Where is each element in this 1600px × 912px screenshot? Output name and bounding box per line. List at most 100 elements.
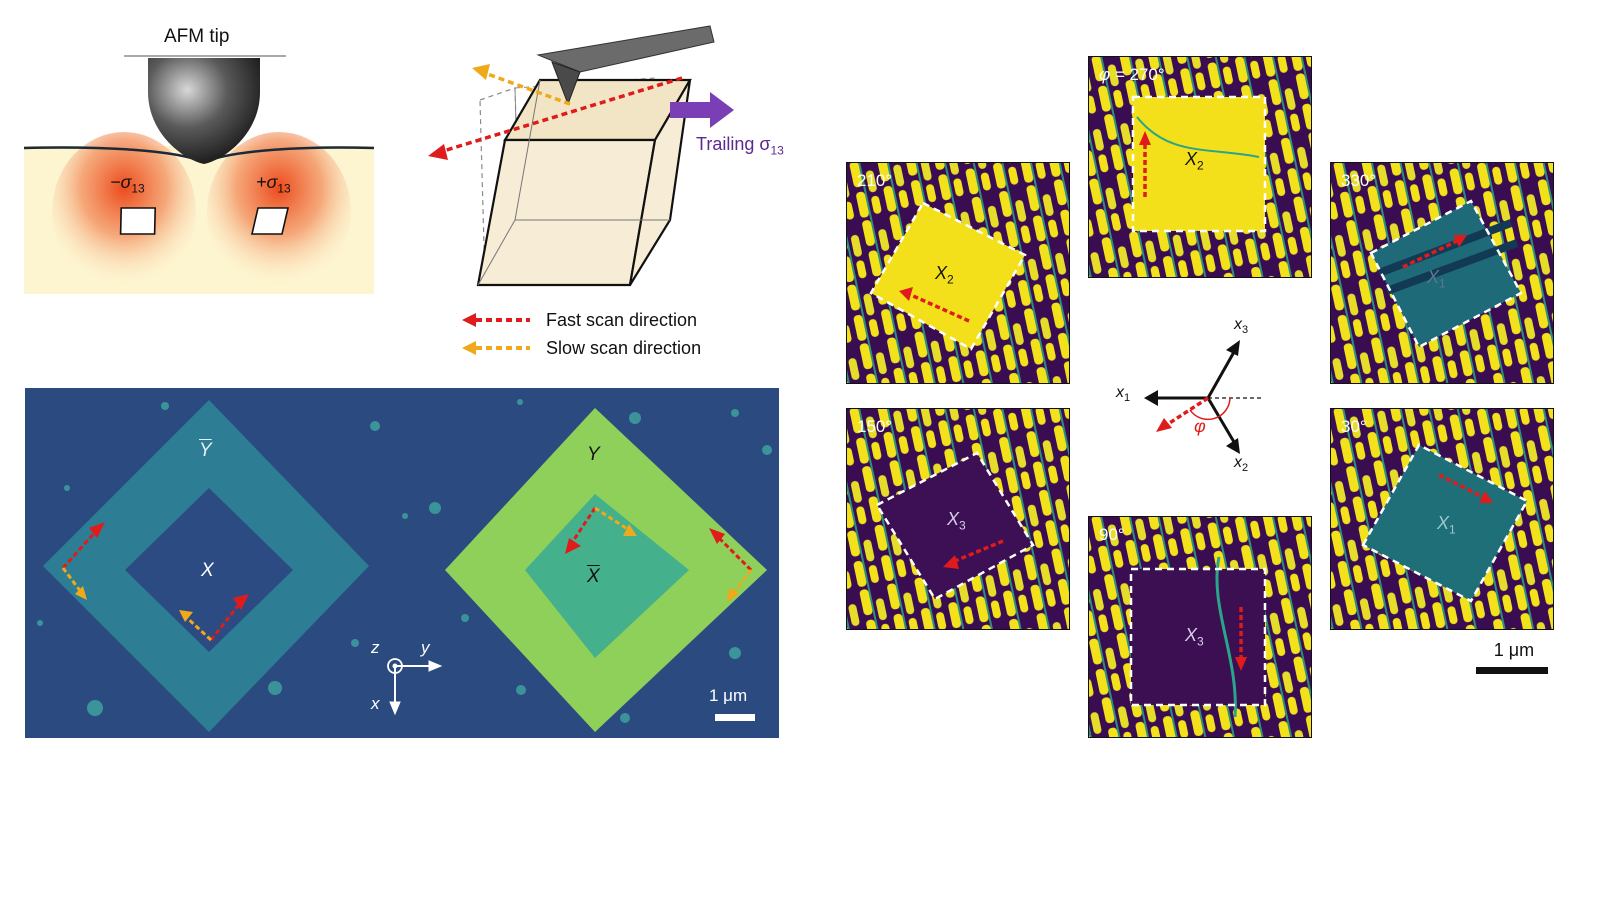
trailing-sigma-label: Trailing σ13 bbox=[696, 134, 784, 158]
minus-sigma-sub: 13 bbox=[131, 181, 145, 196]
tile-210-domain: X2 bbox=[935, 263, 954, 287]
tile-270-domain-sub: 2 bbox=[1197, 158, 1204, 173]
ybar-label: Y bbox=[199, 440, 212, 461]
tile-30-domain-text: X bbox=[1437, 513, 1450, 533]
tile-330-domain-text: X bbox=[1427, 267, 1440, 287]
axis-x3-label: x3 bbox=[1234, 316, 1248, 336]
tile-90: 90° X3 bbox=[1088, 516, 1312, 738]
scalebar-c bbox=[715, 714, 755, 721]
minus-sigma-label: −σ13 bbox=[110, 172, 145, 196]
legend-slow-swatch bbox=[462, 341, 530, 355]
trailing-text: Trailing σ bbox=[696, 134, 771, 154]
right-frame-arrows bbox=[709, 528, 753, 602]
tile-30-angle: 30° bbox=[1341, 417, 1367, 436]
tile-150-domain-text: X bbox=[947, 509, 960, 529]
xyz-axes bbox=[387, 658, 443, 716]
tile-30-image bbox=[1331, 409, 1553, 629]
tile-150: 150° X3 bbox=[846, 408, 1070, 630]
legend-slow: Slow scan direction bbox=[460, 334, 800, 362]
tile-330-image bbox=[1331, 163, 1553, 383]
tile-270: φ = 270° X2 bbox=[1088, 56, 1312, 278]
legend-fast-label: Fast scan direction bbox=[546, 309, 698, 330]
left-center-arrows bbox=[179, 594, 249, 642]
plus-sigma-sub: 13 bbox=[277, 181, 291, 196]
tile-30: 30° X1 bbox=[1330, 408, 1554, 630]
trailing-arrow bbox=[670, 92, 734, 128]
cantilever-tip bbox=[551, 61, 581, 106]
tile-30-domain: X1 bbox=[1437, 513, 1456, 537]
tile-150-domain: X3 bbox=[947, 509, 966, 533]
tile-270-phi: φ = bbox=[1099, 65, 1130, 84]
speckles bbox=[37, 399, 772, 723]
tile-270-domain-text: X bbox=[1185, 149, 1198, 169]
tile-330-domain: X1 bbox=[1427, 267, 1446, 291]
panel-a: AFM tip −σ13 +σ13 bbox=[24, 22, 376, 294]
tile-210: 210° X2 bbox=[846, 162, 1070, 384]
tile-330-angle: 330° bbox=[1341, 171, 1377, 190]
fast-scan-line bbox=[439, 76, 683, 154]
axis-x-label: x bbox=[371, 694, 380, 713]
afm-tip-shape bbox=[148, 58, 260, 164]
tile-150-angle: 150° bbox=[857, 417, 893, 436]
scalebar-d: 1 μm bbox=[1476, 640, 1552, 680]
tile-90-image bbox=[1089, 517, 1311, 737]
axis-x1-label: x1 bbox=[1116, 384, 1130, 404]
plus-sigma-label: +σ13 bbox=[256, 172, 291, 196]
plus-unit-cell bbox=[250, 207, 290, 235]
axis-x3-text: x bbox=[1234, 316, 1242, 333]
tile-330: 330° X1 bbox=[1330, 162, 1554, 384]
axis-x1-text: x bbox=[1116, 384, 1124, 401]
y-label: Y bbox=[587, 444, 600, 465]
legend-slow-label: Slow scan direction bbox=[546, 337, 702, 358]
minus-sigma-text: −σ bbox=[110, 172, 132, 192]
tile-210-domain-text: X bbox=[935, 263, 948, 283]
tile-90-domain: X3 bbox=[1185, 625, 1204, 649]
axis-z-label: z bbox=[371, 638, 380, 657]
cube-hidden-edge bbox=[514, 79, 541, 221]
scalebar-d-bar bbox=[1476, 667, 1548, 674]
tile-150-domain-sub: 3 bbox=[959, 518, 966, 533]
xbar-label: X bbox=[587, 566, 600, 587]
right-center-arrows bbox=[565, 506, 637, 554]
fast-scan-arrowhead bbox=[428, 144, 448, 160]
legend-fast: Fast scan direction bbox=[460, 306, 800, 334]
slow-scan-line bbox=[481, 70, 571, 106]
left-frame-arrows bbox=[61, 522, 105, 600]
tile-270-angle: φ = 270° bbox=[1099, 65, 1165, 85]
tile-270-angle-value: 270° bbox=[1129, 65, 1165, 84]
x-center bbox=[125, 488, 293, 652]
tile-270-image bbox=[1089, 57, 1311, 277]
axis-x1-sub: 1 bbox=[1124, 392, 1131, 405]
afm-tip-label: AFM tip bbox=[164, 26, 230, 47]
slow-scan-arrowhead bbox=[472, 64, 490, 80]
rotation-axes: x1 x3 x2 φ bbox=[1110, 310, 1290, 490]
axis-x2-text: x bbox=[1234, 454, 1242, 471]
axis-x3-sub: 3 bbox=[1242, 324, 1249, 337]
tile-210-angle: 210° bbox=[857, 171, 893, 190]
scalebar-c-label: 1 μm bbox=[709, 686, 748, 705]
trailing-sub: 13 bbox=[770, 143, 784, 158]
axis-x2-sub: 2 bbox=[1242, 462, 1249, 475]
tip-indentation-diagram bbox=[24, 55, 375, 294]
tile-150-image bbox=[847, 409, 1069, 629]
scalebar-d-label: 1 μm bbox=[1493, 640, 1535, 660]
tile-210-image bbox=[847, 163, 1069, 383]
tile-30-domain-sub: 1 bbox=[1449, 522, 1456, 537]
cantilever bbox=[536, 25, 715, 73]
cube-hidden-edge-3 bbox=[477, 219, 516, 286]
cube-scan-diagram bbox=[428, 25, 734, 287]
x-label: X bbox=[201, 560, 214, 581]
rotation-axes-diagram bbox=[1144, 340, 1262, 454]
tile-210-domain-sub: 2 bbox=[947, 272, 954, 287]
phi-label: φ bbox=[1194, 416, 1206, 436]
cube-front bbox=[476, 138, 657, 287]
axis-x2-label: x2 bbox=[1234, 454, 1248, 474]
tile-90-domain-text: X bbox=[1185, 625, 1198, 645]
tile-330-domain-sub: 1 bbox=[1439, 276, 1446, 291]
scan-legend: Fast scan direction Slow scan direction bbox=[460, 306, 800, 362]
tile-90-angle: 90° bbox=[1099, 525, 1125, 544]
panel-b: Trailing σ13 Fast scan direction Slow sc… bbox=[420, 20, 820, 370]
tile-270-domain: X2 bbox=[1185, 149, 1204, 173]
axis-y-label: y bbox=[421, 638, 430, 657]
pfm-diamond-image bbox=[25, 388, 779, 738]
